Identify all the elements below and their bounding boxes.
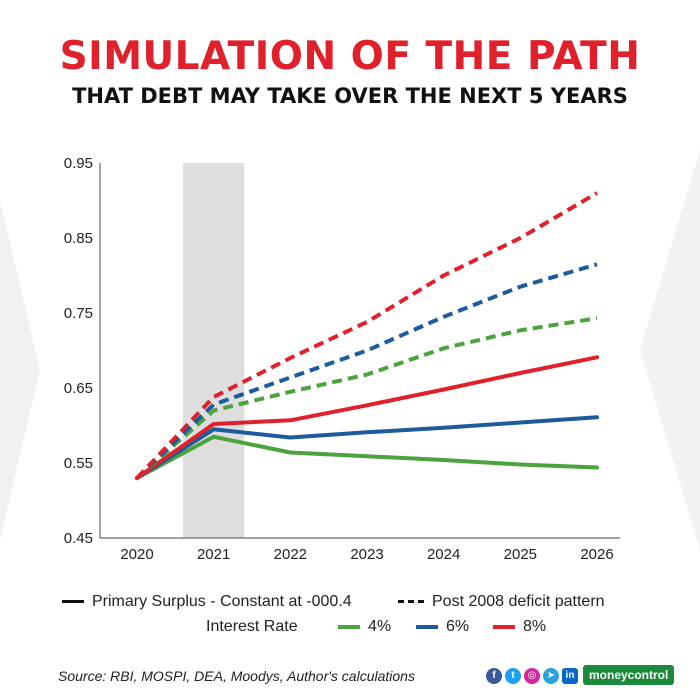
x-tick-label: 2020 — [120, 546, 153, 563]
legend-dashed-label: Post 2008 deficit pattern — [432, 593, 605, 610]
twitter-icon[interactable]: t — [505, 668, 521, 684]
facebook-icon[interactable]: f — [486, 668, 502, 684]
y-tick-label: 0.85 — [64, 230, 93, 247]
y-tick-label: 0.65 — [64, 380, 93, 397]
legend-rate-4-label: 4% — [368, 618, 392, 635]
legend-rate-4: 4% — [338, 618, 391, 636]
series-line-solid-6pct — [135, 415, 599, 480]
y-tick-label: 0.45 — [64, 530, 93, 547]
rate-6-swatch — [416, 624, 438, 629]
series-line-solid-4pct — [135, 434, 599, 480]
legend-rate-8-label: 8% — [523, 618, 547, 635]
y-tick-label: 0.75 — [64, 305, 93, 322]
solid-line-swatch — [62, 600, 84, 604]
y-tick-label: 0.55 — [64, 455, 93, 472]
series-line-dashed-6pct — [135, 262, 598, 480]
x-tick-label: 2024 — [427, 546, 460, 563]
legend-solid-label: Primary Surplus - Constant at -000.4 — [92, 593, 352, 610]
legend-rate-6-label: 6% — [446, 618, 470, 635]
x-tick-label: 2025 — [504, 546, 537, 563]
legend-solid: Primary Surplus - Constant at -000.4 — [62, 593, 352, 611]
x-tick-label: 2023 — [350, 546, 383, 563]
brand-logo: moneycontrol — [583, 665, 675, 685]
legend-dashed: Post 2008 deficit pattern — [398, 593, 605, 611]
series-line-solid-8pct — [135, 355, 599, 480]
shaded-period — [183, 163, 245, 538]
series-line-dashed-4pct — [135, 316, 598, 480]
legend-rate-6: 6% — [416, 618, 469, 636]
background-shape-left — [0, 200, 40, 540]
legend-interest-label: Interest Rate — [206, 618, 298, 635]
rate-8-swatch — [493, 624, 515, 629]
rate-4-swatch — [338, 624, 360, 629]
x-tick-label: 2026 — [580, 546, 613, 563]
instagram-icon[interactable]: ◎ — [524, 668, 540, 684]
chart-subtitle: THAT DEBT MAY TAKE OVER THE NEXT 5 YEARS — [72, 84, 628, 108]
linkedin-icon[interactable]: in — [562, 668, 578, 684]
chart-title: SIMULATION OF THE PATH — [59, 34, 641, 79]
x-tick-label: 2022 — [274, 546, 307, 563]
x-tick-label: 2021 — [197, 546, 230, 563]
legend-interest-rate: Interest Rate — [206, 618, 298, 636]
y-tick-label: 0.95 — [64, 155, 93, 172]
background-shape-right — [640, 150, 700, 550]
source-note: Source: RBI, MOSPI, DEA, Moodys, Author'… — [58, 668, 415, 684]
dashed-line-swatch — [398, 600, 424, 604]
legend-rate-8: 8% — [493, 618, 546, 636]
telegram-icon[interactable]: ➤ — [543, 668, 559, 684]
series-line-dashed-8pct — [135, 191, 599, 480]
